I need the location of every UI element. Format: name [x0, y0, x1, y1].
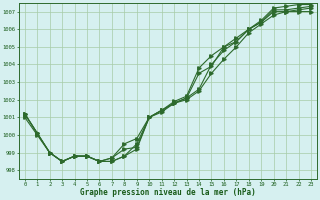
X-axis label: Graphe pression niveau de la mer (hPa): Graphe pression niveau de la mer (hPa)	[80, 188, 256, 197]
